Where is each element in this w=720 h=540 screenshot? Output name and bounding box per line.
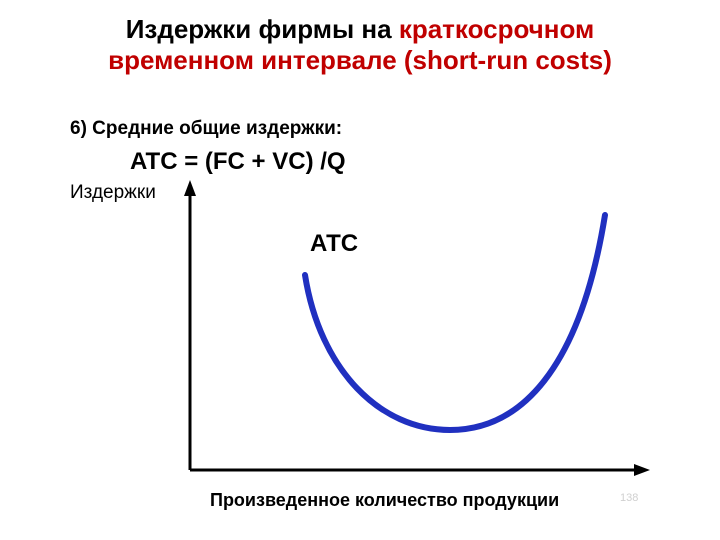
chart-area: [0, 0, 720, 540]
slide: Издержки фирмы на краткосрочном временно…: [0, 0, 720, 540]
